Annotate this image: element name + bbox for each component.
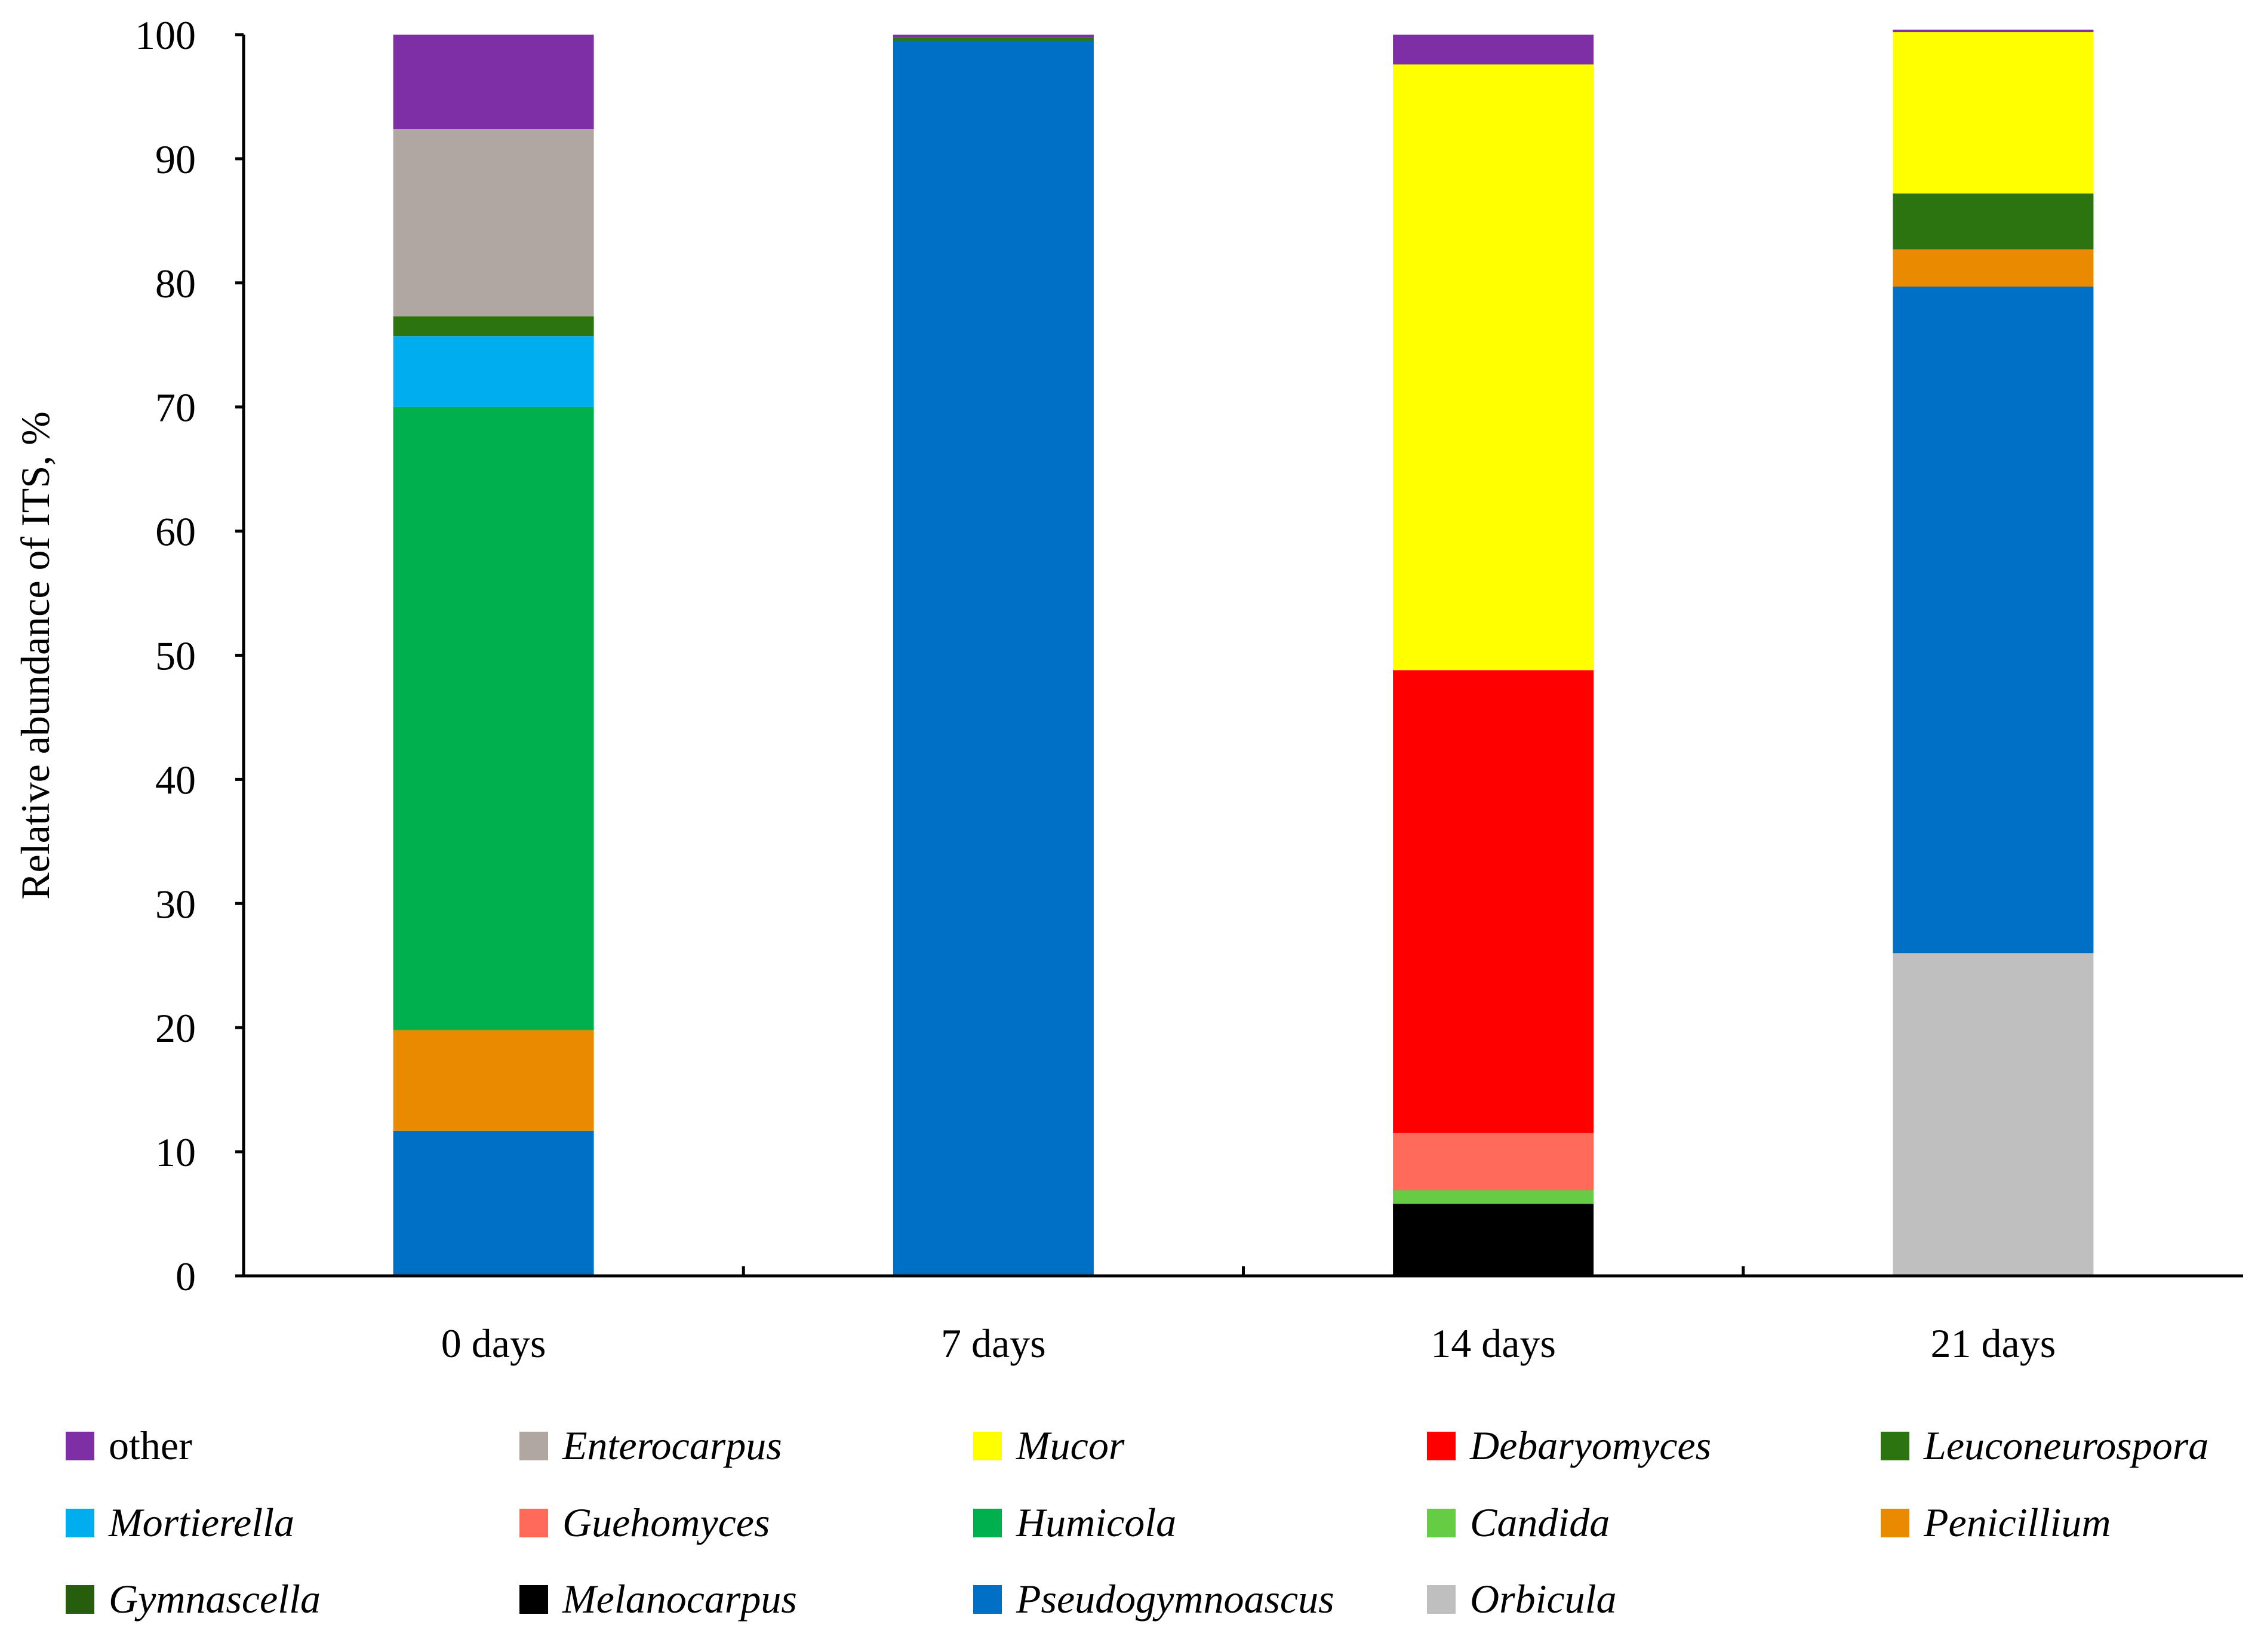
- legend-swatch-melanocarpus: [519, 1585, 548, 1614]
- x-tick-label: 14 days: [1431, 1321, 1556, 1366]
- bar-segment-pseudogymnoascus-7-days: [893, 41, 1094, 1276]
- legend-swatch-guehomyces: [519, 1509, 548, 1537]
- bar-segment-guehomyces-14-days: [1393, 1133, 1594, 1190]
- legend-label-enterocarpus: Enterocarpus: [562, 1423, 782, 1468]
- y-tick-label: 70: [155, 385, 196, 430]
- legend-swatch-debaryomyces: [1427, 1432, 1456, 1460]
- bars-group: [393, 29, 2094, 1276]
- legend-label-penicillium: Penicillium: [1923, 1500, 2111, 1545]
- legend-label-mucor: Mucor: [1016, 1423, 1125, 1468]
- legend-label-melanocarpus: Melanocarpus: [562, 1576, 797, 1622]
- legend-swatch-pseudogymnoascus: [973, 1585, 1002, 1614]
- x-tick-label: 21 days: [1931, 1321, 2056, 1366]
- y-tick-label: 40: [155, 757, 196, 802]
- legend: other Enterocarpus Mucor Debaryomyces Leucon…: [66, 1423, 2208, 1622]
- legend-swatch-mucor: [973, 1432, 1002, 1460]
- bar-segment-leuconeurospora-0-days: [393, 316, 594, 337]
- y-tick-label: 80: [155, 261, 196, 306]
- bar-segment-orbicula-21-days: [1893, 953, 2094, 1276]
- bar-segment-other-14-days: [1393, 35, 1594, 64]
- legend-label-leuconeurospora: Leuconeurospora: [1923, 1423, 2208, 1468]
- bar-segment-leuconeurospora-21-days: [1893, 193, 2094, 250]
- y-tick-label: 30: [155, 881, 196, 927]
- legend-label-humicola: Humicola: [1016, 1500, 1176, 1545]
- bar-segment-candida-14-days: [1393, 1190, 1594, 1204]
- legend-swatch-penicillium: [1881, 1509, 1909, 1537]
- x-tick-label: 0 days: [441, 1321, 546, 1366]
- legend-swatch-mortierella: [66, 1509, 94, 1537]
- legend-label-debaryomyces: Debaryomyces: [1469, 1423, 1711, 1468]
- y-tick-label: 100: [135, 13, 196, 58]
- bar-segment-leuconeurospora-7-days: [893, 37, 1094, 41]
- legend-swatch-gymnascella: [66, 1585, 94, 1614]
- legend-label-gymnascella: Gymnascella: [109, 1576, 321, 1622]
- y-ticks-group: 0 10 20 30 40 50 60 70 80 90 100: [135, 13, 244, 1299]
- legend-swatch-humicola: [973, 1509, 1002, 1537]
- bar-segment-pseudogymnoascus-21-days: [1893, 287, 2094, 953]
- legend-label-other: other: [109, 1423, 192, 1468]
- bar-segment-mucor-21-days: [1893, 32, 2094, 194]
- y-tick-label: 60: [155, 509, 196, 555]
- bar-segment-enterocarpus-0-days: [393, 129, 594, 316]
- x-tick-label: 7 days: [941, 1321, 1046, 1366]
- legend-swatch-enterocarpus: [519, 1432, 548, 1460]
- bar-segment-other-7-days: [893, 35, 1094, 38]
- bar-segment-penicillium-21-days: [1893, 249, 2094, 287]
- legend-label-mortierella: Mortierella: [108, 1500, 294, 1545]
- legend-swatch-orbicula: [1427, 1585, 1456, 1614]
- legend-label-candida: Candida: [1470, 1500, 1610, 1545]
- legend-label-guehomyces: Guehomyces: [562, 1500, 770, 1545]
- y-axis-title: Relative abundance of ITS, %: [13, 411, 58, 900]
- y-tick-label: 10: [155, 1130, 196, 1175]
- x-ticks-group: 0 days 7 days 14 days 21 days: [441, 1266, 2056, 1366]
- bar-segment-mucor-14-days: [1393, 64, 1594, 670]
- legend-swatch-other: [66, 1432, 94, 1460]
- bar-segment-pseudogymnoascus-0-days: [393, 1130, 594, 1276]
- legend-swatch-leuconeurospora: [1881, 1432, 1909, 1460]
- legend-swatch-candida: [1427, 1509, 1456, 1537]
- bar-segment-melanocarpus-14-days: [1393, 1204, 1594, 1276]
- bar-segment-debaryomyces-14-days: [1393, 670, 1594, 1133]
- legend-label-pseudogymnoascus: Pseudogymnoascus: [1016, 1576, 1334, 1622]
- bar-segment-humicola-0-days: [393, 407, 594, 1030]
- y-tick-label: 90: [155, 137, 196, 182]
- y-tick-label: 0: [176, 1254, 196, 1299]
- bar-segment-penicillium-0-days: [393, 1030, 594, 1131]
- y-tick-label: 50: [155, 633, 196, 679]
- bar-segment-mortierella-0-days: [393, 336, 594, 407]
- legend-label-orbicula: Orbicula: [1470, 1576, 1617, 1622]
- bar-segment-other-21-days: [1893, 29, 2094, 32]
- bar-segment-other-0-days: [393, 35, 594, 129]
- y-tick-label: 20: [155, 1005, 196, 1051]
